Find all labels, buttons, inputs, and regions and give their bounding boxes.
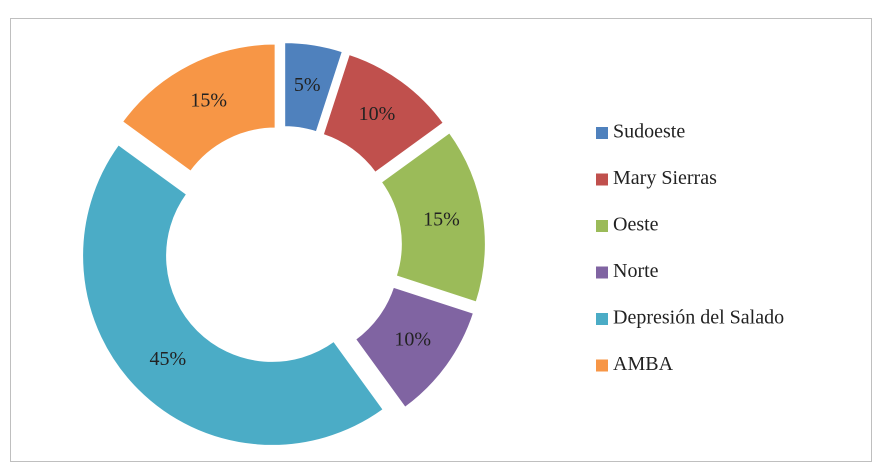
slice [81,142,386,447]
legend-label: AMBA [613,353,674,375]
legend-swatch [596,173,608,186]
legend-label: Norte [613,260,659,282]
data-label: 10% [359,103,396,125]
slice [283,41,345,134]
legend-swatch [596,359,608,372]
data-label: 15% [423,208,460,230]
legend-label: Sudoeste [613,121,685,143]
legend-swatch [596,313,608,325]
legend-label: Mary Sierras [613,167,717,189]
data-label: 45% [149,348,186,370]
legend-swatch [596,266,608,279]
slice [379,130,487,304]
data-label: 5% [294,74,321,96]
legend-swatch [596,220,608,232]
legend-swatch [596,127,608,139]
legend-label: Oeste [613,214,659,236]
slice [120,42,277,174]
legend-label: Depresión del Salado [613,307,784,329]
data-label: 15% [190,90,227,112]
data-label: 10% [394,329,431,351]
slice [353,285,476,410]
slice [321,52,446,175]
